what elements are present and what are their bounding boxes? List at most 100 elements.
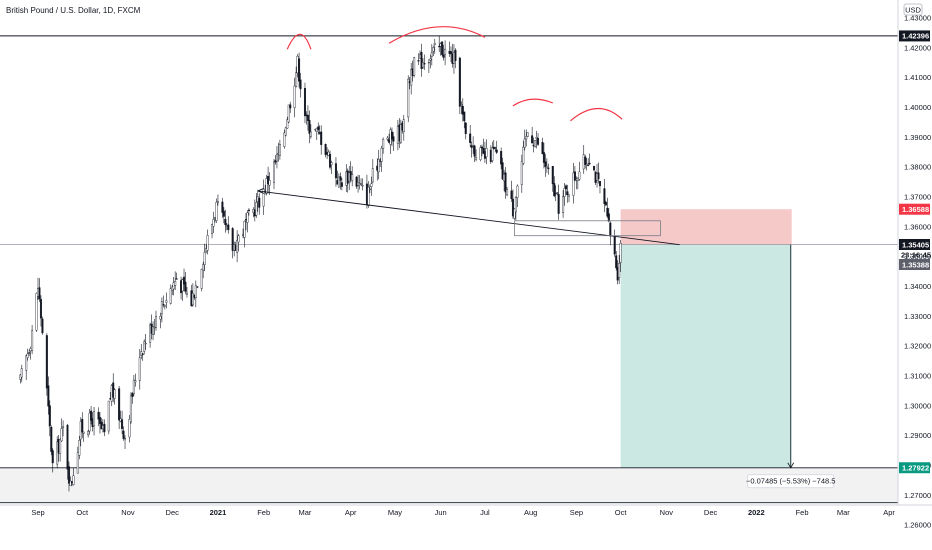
current-price-tag: 1.35405	[902, 240, 929, 249]
x-tick-label: Feb	[796, 508, 809, 517]
candle-body	[59, 438, 62, 454]
candle-body	[613, 236, 616, 255]
head-marker[interactable]	[388, 26, 486, 44]
candle-body	[573, 171, 576, 181]
candle-body	[413, 57, 416, 76]
candle-body	[293, 85, 296, 108]
candle-body	[121, 419, 124, 429]
candle-body	[441, 41, 444, 55]
candle-body	[320, 131, 323, 145]
candle-body	[196, 286, 199, 288]
take-profit-zone[interactable]	[620, 244, 792, 468]
candle-body	[547, 167, 550, 169]
candle-body	[152, 326, 155, 335]
time-axis[interactable]: Sep Oct Nov Dec 2021 Feb Mar Apr May Jun Jul Aug Sep…	[0, 504, 932, 517]
candle-body	[273, 161, 276, 183]
candle-body	[516, 185, 519, 198]
stop-price-tag: 1.36588	[902, 205, 929, 214]
candle-body	[544, 161, 547, 168]
candle-body	[172, 282, 175, 290]
candle-body	[221, 201, 224, 213]
candle-body	[262, 188, 265, 207]
candle-body	[283, 132, 286, 147]
y-tick-label: 1.41000	[904, 73, 931, 82]
candle-body	[295, 72, 298, 87]
y-tick-label: 1.42000	[904, 43, 931, 52]
candle-body	[557, 194, 560, 214]
candle-body	[603, 188, 606, 205]
price-tags: 1.42396 1.36588 1.35405 23:16:451.35388 1.27…	[899, 30, 931, 474]
candle-body	[371, 168, 374, 183]
candle-body	[45, 335, 48, 389]
candle-body	[329, 154, 332, 168]
candle-body	[169, 288, 172, 304]
candle-body	[129, 395, 132, 423]
candle-body	[143, 341, 146, 352]
candle-body	[576, 178, 579, 181]
candle-body	[309, 131, 312, 137]
candle-body	[88, 412, 91, 432]
candle-body	[525, 136, 528, 140]
left-shoulder-marker[interactable]	[286, 33, 312, 50]
candle-body	[93, 411, 96, 427]
candle-body	[28, 352, 31, 354]
candle-body	[163, 304, 166, 307]
candle-body	[442, 54, 445, 58]
candle-body	[566, 191, 569, 196]
chart-title: British Pound / U.S. Dollar, 1D, FXCM	[6, 6, 141, 15]
candle-body	[615, 255, 618, 269]
candle-body	[47, 385, 50, 407]
price-axis[interactable]: USD1.430001.420001.410001.400001.390001.…	[897, 0, 931, 530]
candle-body	[284, 127, 287, 136]
candle-body	[399, 124, 402, 143]
candle-body	[212, 219, 215, 227]
candle-body	[132, 379, 135, 395]
candle-body	[159, 316, 162, 320]
candle-body	[216, 201, 219, 203]
candle-body	[38, 287, 41, 300]
candle-body	[141, 353, 144, 355]
candle-body	[504, 172, 507, 193]
candle-body	[402, 119, 405, 132]
candle-body	[597, 172, 600, 180]
stop-loss-zone[interactable]	[620, 209, 792, 245]
candle-body	[598, 180, 601, 187]
candle-body	[470, 145, 473, 148]
candle-body	[315, 128, 318, 132]
candle-body	[473, 145, 476, 157]
candle-body	[337, 176, 340, 188]
x-tick-label: May	[388, 508, 402, 517]
candle-body	[460, 104, 463, 106]
candle-body	[361, 185, 364, 187]
target-price-tag: 1.27922	[902, 464, 929, 473]
candle-body	[523, 138, 526, 148]
candle-body	[289, 104, 292, 109]
candle-body	[392, 136, 395, 142]
retest-zone-box[interactable]	[514, 220, 661, 237]
candle-body	[224, 219, 227, 225]
candle-body	[317, 126, 320, 130]
candle-body	[391, 131, 394, 140]
candle-body	[330, 162, 333, 165]
candle-body	[588, 162, 591, 165]
candle-body	[380, 147, 383, 162]
right-shoulder-marker-1[interactable]	[512, 98, 553, 107]
candle-body	[495, 149, 498, 153]
candle-body	[469, 133, 472, 143]
right-shoulder-marker-2[interactable]	[570, 107, 623, 122]
candle-body	[606, 207, 609, 217]
neckline-trendline[interactable]	[257, 190, 680, 246]
candle-body	[20, 368, 23, 378]
currency-button[interactable]	[903, 3, 923, 16]
y-tick-label: 1.29000	[904, 431, 931, 440]
current-price-tag-bg	[899, 239, 930, 251]
candle-body	[299, 79, 302, 90]
candle-body	[542, 152, 545, 163]
candle-body	[162, 304, 165, 306]
measure-arrowhead	[787, 462, 795, 469]
candle-body	[26, 353, 29, 358]
candle-body	[367, 186, 370, 206]
y-tick-label: 1.30000	[904, 401, 931, 410]
candle-body	[368, 188, 371, 191]
